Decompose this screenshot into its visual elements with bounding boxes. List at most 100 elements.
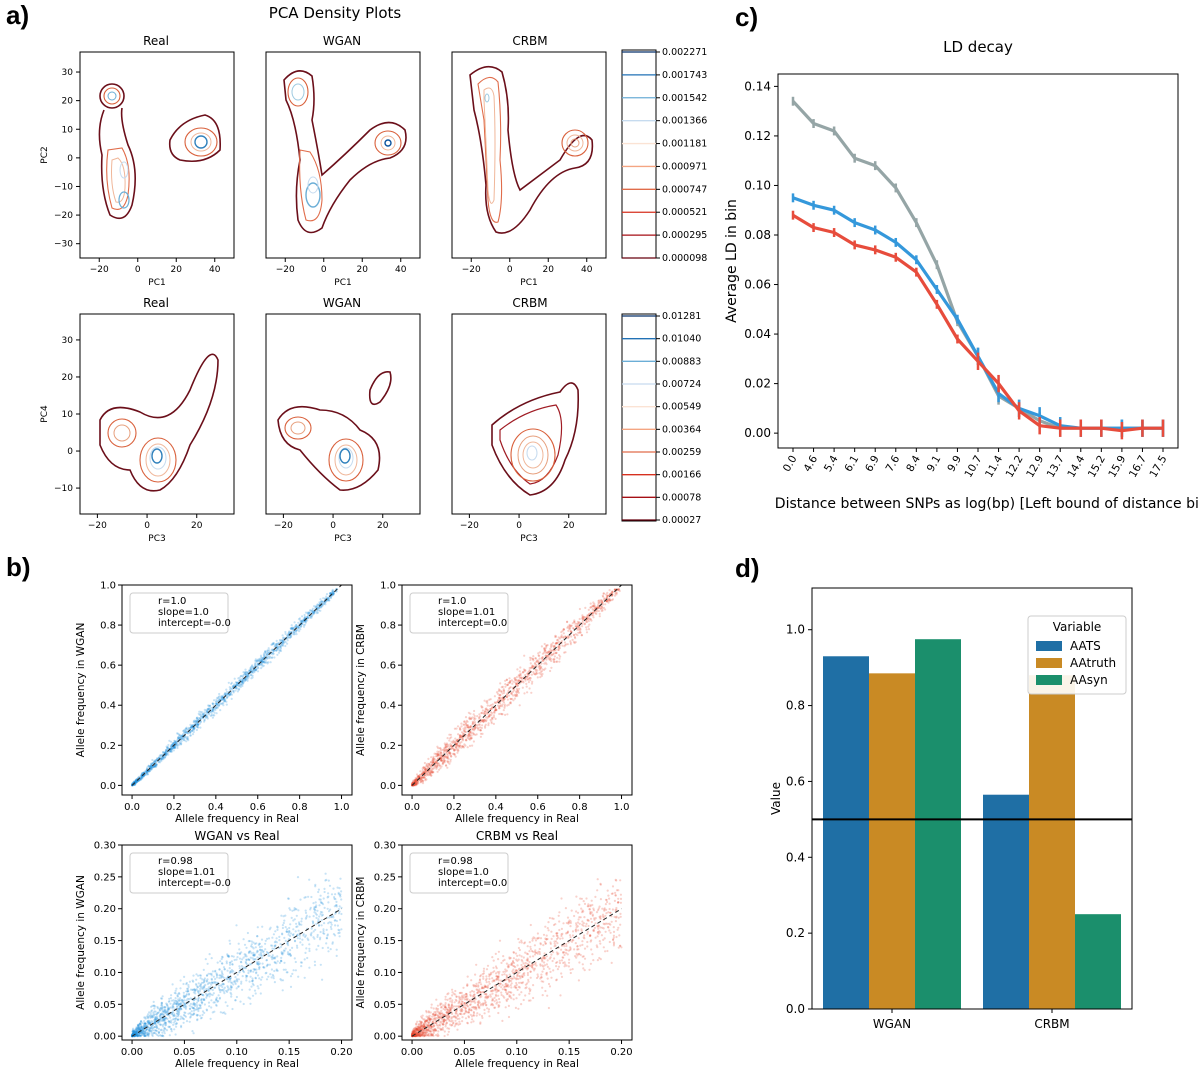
scatter-point bbox=[236, 683, 239, 686]
scatter-point bbox=[309, 609, 312, 612]
scatter-point bbox=[230, 688, 233, 691]
scatter-point bbox=[263, 966, 266, 969]
scatter-point bbox=[244, 679, 247, 682]
scatter-point bbox=[250, 943, 253, 946]
scatter-point bbox=[563, 651, 566, 654]
scatter-point bbox=[254, 668, 257, 671]
scatter-point bbox=[524, 677, 527, 680]
scatter-point bbox=[134, 1032, 137, 1035]
scatter-point bbox=[498, 705, 501, 708]
scatter-point bbox=[315, 948, 318, 951]
scatter-point bbox=[163, 756, 166, 759]
y-tick-label: 1.0 bbox=[100, 581, 116, 592]
scatter-point bbox=[301, 938, 304, 941]
scatter-point bbox=[178, 737, 181, 740]
scatter-point bbox=[312, 930, 315, 933]
scatter-point bbox=[291, 627, 294, 631]
scatter-point bbox=[428, 762, 431, 766]
scatter-point bbox=[581, 619, 584, 622]
scatter-point bbox=[215, 1003, 218, 1006]
pca-xtick-label: 0 bbox=[144, 521, 150, 531]
scatter-point bbox=[447, 757, 450, 760]
scatter-point bbox=[489, 707, 492, 711]
scatter-point bbox=[502, 699, 505, 702]
scatter-point bbox=[581, 625, 584, 628]
scatter-point bbox=[289, 934, 292, 938]
scatter-point bbox=[311, 611, 314, 614]
scatter-point bbox=[611, 590, 614, 593]
scatter-point bbox=[538, 657, 541, 660]
scatter-point bbox=[190, 726, 193, 729]
scatter-point bbox=[562, 628, 566, 631]
scatter-point bbox=[172, 742, 175, 745]
scatter-point bbox=[530, 682, 534, 685]
colorbar-bottom-label: 0.00549 bbox=[662, 402, 701, 413]
scatter-point bbox=[254, 946, 257, 949]
scatter-point bbox=[241, 678, 244, 681]
scatter-point bbox=[189, 734, 192, 737]
scatter-point bbox=[337, 928, 340, 931]
scatter-point bbox=[619, 897, 623, 900]
scatter-point bbox=[213, 711, 216, 714]
scatter-point bbox=[150, 1015, 153, 1019]
scatter-point bbox=[588, 617, 591, 620]
scatter-point bbox=[561, 629, 564, 632]
scatter-point bbox=[439, 754, 442, 757]
scatter-point bbox=[432, 771, 435, 774]
scatter-point bbox=[249, 667, 252, 670]
scatter-point bbox=[150, 768, 153, 771]
scatter-point bbox=[435, 767, 438, 770]
scatter-point bbox=[252, 951, 255, 954]
scatter-point bbox=[211, 988, 214, 992]
scatter-point bbox=[507, 703, 510, 706]
scatter-point bbox=[169, 750, 172, 753]
scatter-point bbox=[150, 763, 153, 766]
scatter-point bbox=[590, 619, 593, 622]
scatter-point bbox=[146, 766, 149, 769]
colorbar-bottom-label: 0.00078 bbox=[662, 492, 701, 503]
scatter-point bbox=[283, 919, 286, 922]
scatter-point bbox=[466, 724, 469, 727]
scatter-point bbox=[433, 761, 436, 764]
scatter-point bbox=[435, 752, 438, 755]
scatter-point bbox=[457, 733, 460, 736]
scatter-point bbox=[141, 772, 144, 775]
scatter-point bbox=[261, 656, 264, 659]
scatter-point bbox=[560, 634, 563, 637]
scatter-point bbox=[180, 738, 183, 741]
scatter-point bbox=[568, 623, 571, 626]
scatter-point bbox=[438, 750, 441, 753]
scatter-point bbox=[503, 691, 506, 694]
scatter-point bbox=[185, 731, 188, 734]
scatter-point bbox=[503, 697, 506, 700]
scatter-point bbox=[277, 647, 280, 650]
scatter-point bbox=[180, 740, 183, 743]
scatter-point bbox=[538, 654, 541, 657]
scatter-point bbox=[591, 608, 594, 611]
scatter-point bbox=[138, 779, 141, 782]
scatter-point bbox=[250, 669, 254, 672]
scatter-point bbox=[437, 762, 440, 765]
scatter-point bbox=[605, 595, 609, 598]
scatter-point bbox=[541, 656, 544, 659]
scatter-point bbox=[165, 753, 168, 756]
scatter-point bbox=[539, 673, 543, 676]
scatter-point bbox=[247, 675, 251, 678]
scatter-point bbox=[282, 640, 285, 643]
scatter-point bbox=[134, 780, 137, 783]
scatter-point bbox=[278, 935, 281, 938]
scatter-point bbox=[499, 693, 502, 696]
scatter-point bbox=[436, 763, 439, 766]
scatter-point bbox=[561, 644, 564, 647]
scatter-point bbox=[482, 712, 485, 715]
scatter-point bbox=[188, 992, 191, 995]
scatter-point bbox=[206, 993, 209, 996]
scatter-point bbox=[547, 982, 551, 986]
scatter-point bbox=[429, 772, 432, 775]
scatter-point bbox=[493, 695, 496, 698]
scatter-point bbox=[470, 737, 473, 740]
scatter-point bbox=[323, 597, 327, 600]
scatter-point bbox=[282, 968, 285, 971]
scatter-point bbox=[232, 983, 235, 986]
